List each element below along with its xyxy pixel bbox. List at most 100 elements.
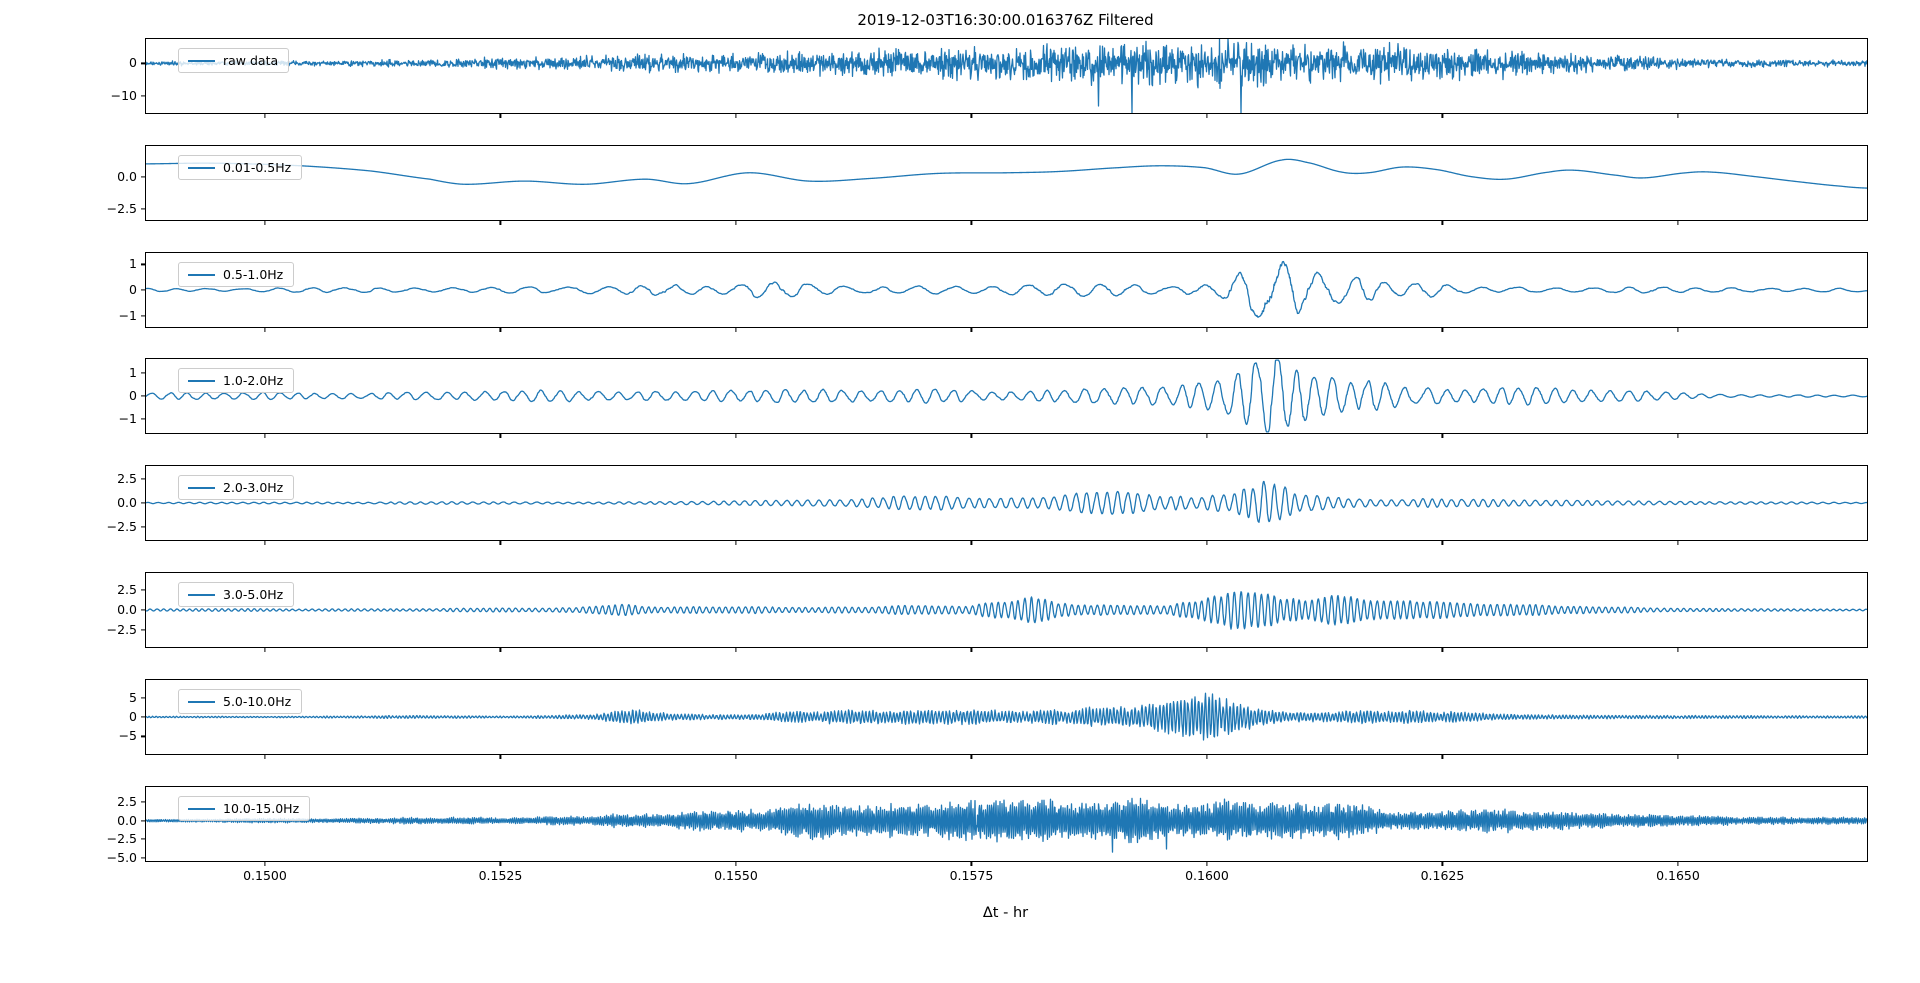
x-tick-mark	[970, 755, 973, 759]
x-tick-mark	[970, 541, 973, 545]
x-tick-mark	[1441, 221, 1444, 225]
y-tick-label: 1	[129, 256, 137, 272]
y-tick-label: 5	[129, 689, 137, 705]
x-tick-mark	[970, 328, 973, 332]
axes-frame	[145, 465, 1868, 541]
x-tick-mark	[499, 862, 502, 866]
legend-line-sample	[188, 807, 215, 810]
y-tick-label: −5	[118, 728, 137, 744]
legend-label: 10.0-15.0Hz	[223, 801, 300, 816]
y-tick-mark	[141, 263, 145, 266]
subplot-raw-data: raw data 0 −10	[0, 38, 1920, 142]
x-tick-mark	[1441, 328, 1444, 332]
x-tick-mark	[735, 648, 737, 652]
legend-line-sample	[188, 486, 215, 489]
y-tick-label: 2.5	[117, 471, 137, 487]
x-tick-mark	[1677, 541, 1679, 545]
y-tick-mark	[141, 289, 145, 291]
x-tick-mark	[499, 434, 502, 438]
x-tick-mark	[264, 114, 266, 118]
waveform-line	[146, 692, 1867, 741]
waveform-line	[146, 359, 1867, 433]
x-tick-mark	[1206, 114, 1208, 118]
x-tick-mark	[735, 862, 737, 866]
legend-label: 1.0-2.0Hz	[223, 373, 284, 388]
axes-frame	[145, 572, 1868, 648]
y-tick-mark	[141, 629, 145, 631]
y-tick-label: 0	[129, 709, 137, 725]
y-tick-label: −2.5	[106, 200, 137, 216]
y-tick-mark	[141, 857, 145, 859]
legend: 3.0-5.0Hz	[178, 582, 295, 607]
x-tick-mark	[1206, 434, 1208, 438]
x-tick-mark	[1677, 328, 1679, 332]
x-tick-label: 0.1625	[1420, 868, 1465, 883]
x-tick-mark	[1441, 114, 1444, 118]
x-tick-label: 0.1575	[949, 868, 994, 883]
axes-frame	[145, 786, 1868, 862]
subplot-0-5-1-0hz: 0.5-1.0Hz 1 0 −1	[0, 252, 1920, 356]
y-tick-mark	[141, 62, 145, 64]
x-tick-mark	[264, 755, 266, 759]
x-tick-mark	[1677, 648, 1679, 652]
y-tick-label: 0	[129, 388, 137, 404]
axes-frame	[145, 145, 1868, 221]
y-tick-label: 1	[129, 365, 137, 381]
x-tick-mark	[1677, 755, 1679, 759]
legend: 1.0-2.0Hz	[178, 368, 295, 393]
y-tick-mark	[141, 418, 145, 420]
y-tick-label: −5.0	[106, 849, 137, 865]
x-tick-mark	[1441, 755, 1444, 759]
waveform-line	[146, 158, 1867, 189]
legend: 2.0-3.0Hz	[178, 475, 295, 500]
y-tick-label: −10	[110, 87, 137, 103]
x-tick-mark	[264, 221, 266, 225]
y-tick-mark	[141, 838, 145, 840]
y-tick-label: 2.5	[117, 794, 137, 810]
x-tick-mark	[735, 114, 737, 118]
legend-label: 3.0-5.0Hz	[223, 587, 284, 602]
legend-line-sample	[188, 166, 215, 169]
y-tick-mark	[141, 372, 145, 374]
x-tick-mark	[970, 648, 973, 652]
y-tick-label: 0.0	[117, 168, 137, 184]
x-tick-mark	[735, 328, 737, 332]
legend-label: 0.01-0.5Hz	[223, 160, 292, 175]
axes-frame	[145, 358, 1868, 434]
legend-label: 5.0-10.0Hz	[223, 694, 292, 709]
y-tick-label: 2.5	[117, 582, 137, 598]
y-tick-mark	[141, 696, 145, 699]
x-tick-label: 0.1600	[1185, 868, 1229, 883]
x-tick-mark	[1677, 434, 1679, 438]
x-tick-mark	[1677, 221, 1679, 225]
axes-frame	[145, 252, 1868, 328]
y-tick-mark	[141, 820, 145, 822]
x-tick-label: 0.1650	[1656, 868, 1700, 883]
x-tick-mark	[264, 434, 266, 438]
x-tick-mark	[499, 755, 502, 759]
x-tick-label: 0.1500	[243, 868, 287, 883]
x-tick-mark	[1206, 755, 1208, 759]
y-tick-mark	[141, 716, 145, 718]
x-tick-mark	[970, 434, 973, 438]
x-tick-mark	[1206, 648, 1208, 652]
x-tick-mark	[1441, 648, 1444, 652]
legend-line-sample	[188, 700, 215, 703]
waveform-line	[146, 591, 1867, 630]
waveform-line	[146, 480, 1867, 523]
x-tick-mark	[1677, 114, 1679, 118]
y-tick-mark	[141, 395, 145, 397]
x-tick-mark	[735, 541, 737, 545]
y-tick-label: −2.5	[106, 831, 137, 847]
y-tick-label: 0.0	[117, 812, 137, 828]
legend: 10.0-15.0Hz	[178, 796, 311, 821]
legend: 0.01-0.5Hz	[178, 155, 303, 180]
legend: 0.5-1.0Hz	[178, 262, 295, 287]
subplot-0-01-0-5hz: 0.01-0.5Hz 0.0 −2.5	[0, 145, 1920, 249]
x-tick-label: 0.1550	[714, 868, 758, 883]
y-tick-mark	[141, 589, 145, 591]
y-tick-mark	[141, 207, 145, 210]
x-tick-mark	[499, 328, 502, 332]
x-tick-mark	[735, 755, 737, 759]
